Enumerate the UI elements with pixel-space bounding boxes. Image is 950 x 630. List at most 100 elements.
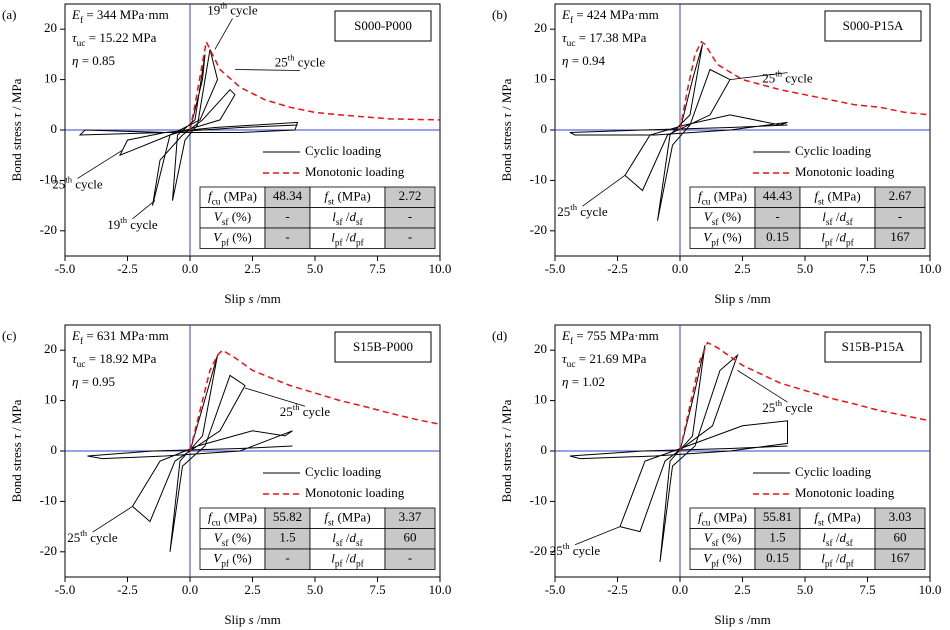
x-tick-label: 10.0: [429, 582, 452, 597]
x-tick-label: 7.5: [859, 582, 875, 597]
text-part: cycle: [87, 530, 118, 545]
y-tick-label: 0: [541, 442, 548, 457]
text-part: f: [698, 188, 704, 203]
rich-text: η = 0.85: [72, 53, 115, 68]
text-part: (MPa): [220, 188, 256, 203]
y-tick-label: -10: [530, 492, 547, 507]
rich-text: 19th cycle: [207, 1, 258, 18]
y-tick-label: -20: [530, 543, 547, 558]
table-value: 167: [890, 550, 910, 565]
rich-text: lpf /dpf: [821, 550, 854, 569]
y-tick-label: -10: [40, 171, 57, 186]
text-part: f: [208, 188, 214, 203]
x-tick-label: 7.5: [369, 261, 385, 276]
text-part: d: [350, 550, 357, 565]
rich-text: lsf /dsf: [332, 530, 363, 549]
text-part: s: [739, 612, 744, 627]
rich-text: Bond stress τ / MPa: [9, 78, 24, 181]
text-part: Slip: [714, 612, 738, 627]
text-part: sf: [712, 538, 720, 549]
text-part: f: [324, 509, 330, 524]
text-part: pf: [335, 558, 344, 569]
series-line: [569, 44, 788, 221]
x-tick-label: -2.5: [607, 261, 628, 276]
text-part: st: [328, 197, 335, 207]
text-part: Slip: [224, 291, 248, 306]
annotation-arrow: [77, 149, 123, 179]
text-part: sf: [826, 217, 834, 228]
annotation-arrow: [244, 387, 306, 407]
text-part: sf: [336, 538, 344, 549]
x-tick-label: -5.0: [55, 582, 76, 597]
rich-text: fcu (MPa): [698, 188, 747, 207]
text-part: pf: [825, 558, 834, 569]
text-part: τ: [9, 433, 24, 439]
text-part: = 424 MPa·mm: [573, 7, 659, 22]
text-part: cycle: [577, 204, 608, 219]
x-tick-label: 7.5: [369, 582, 385, 597]
x-tick-label: 2.5: [734, 582, 750, 597]
x-tick-label: 5.0: [797, 261, 813, 276]
rich-text: Slip s /mm: [224, 291, 280, 306]
specimen-box: [824, 10, 922, 42]
x-tick-label: 0.0: [672, 261, 688, 276]
rich-text: Ef = 631 MPa·mm: [71, 328, 169, 347]
rich-text: 25th cycle: [762, 398, 813, 415]
x-tick-label: 7.5: [859, 261, 875, 276]
text-part: st: [328, 518, 335, 528]
rich-text: Vpf (%): [703, 229, 742, 248]
rich-text: 25th cycle: [52, 174, 103, 191]
text-part: (%): [718, 530, 741, 545]
text-part: (%): [229, 229, 252, 244]
rich-text: Slip s /mm: [224, 612, 280, 627]
x-tick-label: 5.0: [307, 261, 323, 276]
x-tick-label: 0.0: [672, 582, 688, 597]
rich-text: 25th cycle: [275, 52, 326, 69]
text-part: cycle: [295, 54, 326, 69]
annotation-arrow: [729, 72, 788, 80]
table-value: 1.5: [279, 530, 295, 545]
table-value: 2.72: [399, 188, 422, 203]
text-part: th: [120, 215, 127, 225]
text-part: pf: [335, 237, 344, 248]
text-part: V: [214, 530, 224, 545]
x-tick-label: -2.5: [117, 582, 138, 597]
y-tick-label: 10: [44, 71, 57, 86]
text-part: pf: [221, 237, 230, 248]
text-part: cycle: [72, 176, 103, 191]
y-tick-label: 20: [44, 341, 57, 356]
table-value: -: [775, 209, 779, 224]
text-part: (MPa): [220, 509, 256, 524]
rich-text: Vpf (%): [213, 550, 252, 569]
table-cell: [874, 548, 926, 570]
text-part: = 631 MPa·mm: [83, 328, 169, 343]
rich-text: τuc = 18.92 MPa: [72, 351, 157, 370]
text-part: (%): [719, 229, 742, 244]
x-tick-label: -5.0: [545, 582, 566, 597]
y-tick-label: 10: [44, 392, 57, 407]
rich-text: fst (MPa): [324, 509, 370, 528]
x-tick-label: -5.0: [545, 261, 566, 276]
rich-text: lsf /dsf: [332, 209, 363, 228]
x-tick-label: 5.0: [307, 582, 323, 597]
text-part: d: [840, 229, 847, 244]
text-part: η: [72, 374, 78, 389]
text-part: = 0.95: [78, 374, 115, 389]
table-value: -: [285, 209, 289, 224]
legend-label: Cyclic loading: [305, 464, 382, 479]
table-cell: [384, 548, 436, 570]
panel-label: (a): [2, 7, 16, 22]
text-part: = 15.22 MPa: [85, 30, 156, 45]
series-line: [569, 345, 788, 562]
text-part: sf: [846, 538, 854, 549]
rich-text: Bond stress τ / MPa: [9, 399, 24, 502]
annotation-arrow: [132, 200, 156, 220]
text-part: = 0.94: [568, 53, 605, 68]
rich-text: Bond stress τ / MPa: [499, 78, 514, 181]
text-part: /mm: [254, 291, 281, 306]
legend-label: Monotonic loading: [305, 164, 405, 179]
text-part: Slip: [714, 291, 738, 306]
panel-label: (b): [492, 7, 507, 22]
text-part: l: [822, 209, 826, 224]
text-part: τ: [499, 433, 514, 439]
